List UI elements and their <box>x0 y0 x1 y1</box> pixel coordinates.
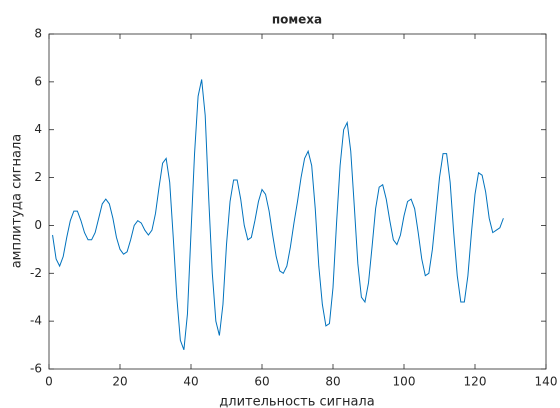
y-tick-label: 4 <box>34 122 42 136</box>
x-tick-label: 80 <box>325 375 340 389</box>
x-tick-label: 140 <box>535 375 558 389</box>
chart-title: помеха <box>272 13 322 27</box>
y-tick-label: 6 <box>34 74 42 88</box>
x-tick-label: 60 <box>254 375 269 389</box>
x-axis-label: длительность сигнала <box>219 395 374 408</box>
data-line <box>52 79 504 351</box>
y-tick-label: -4 <box>30 314 42 328</box>
x-tick-label: 100 <box>393 375 416 389</box>
y-tick-label: 2 <box>34 170 42 184</box>
x-tick-label: 40 <box>183 375 198 389</box>
y-axis-label: амплитуда сигнала <box>10 134 25 269</box>
y-tick-label: -2 <box>30 266 42 280</box>
y-tick-label: 8 <box>34 27 42 41</box>
y-tick-label: -6 <box>30 362 42 376</box>
x-tick-label: 0 <box>45 375 53 389</box>
y-tick-label: 0 <box>34 218 42 232</box>
x-tick-label: 20 <box>112 375 127 389</box>
x-tick-label: 120 <box>464 375 487 389</box>
